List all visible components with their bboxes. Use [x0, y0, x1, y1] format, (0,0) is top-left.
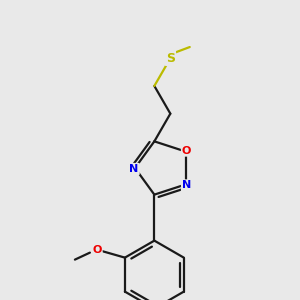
Text: S: S: [166, 52, 175, 65]
Text: O: O: [92, 244, 102, 255]
Text: N: N: [129, 164, 139, 174]
Text: N: N: [182, 181, 191, 190]
Text: O: O: [182, 146, 191, 155]
